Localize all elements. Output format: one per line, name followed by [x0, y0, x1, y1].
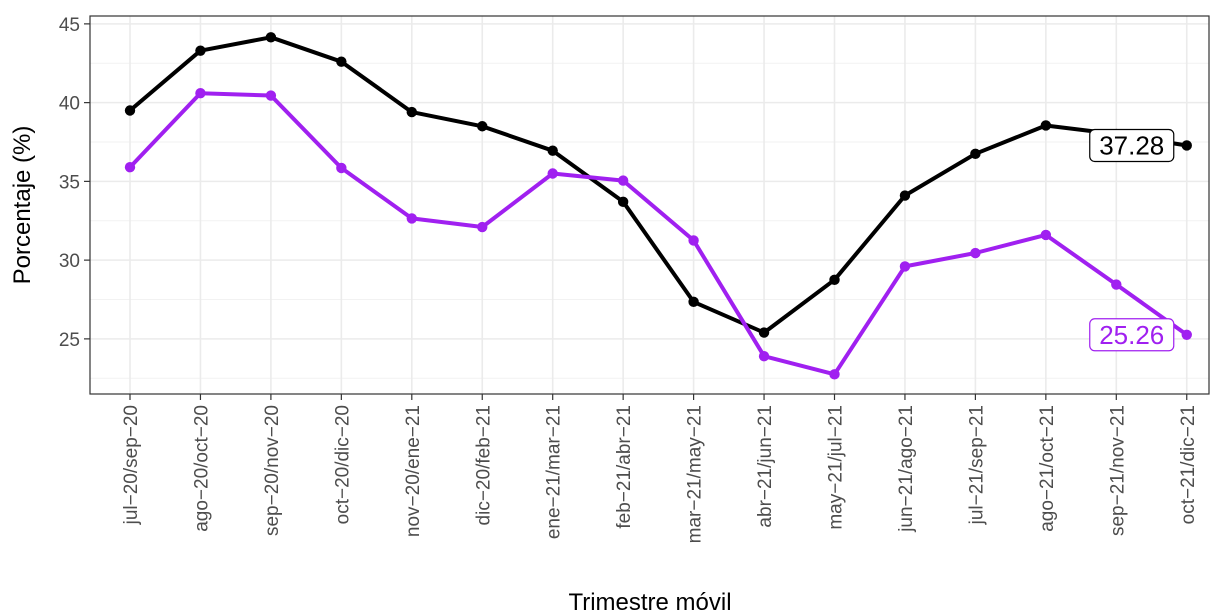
data-point — [124, 105, 136, 116]
y-axis-title: Porcentaje (%) — [9, 126, 36, 285]
end-label-text: 25.26 — [1099, 320, 1164, 350]
x-tick-label: abr−21/jun−21 — [755, 405, 776, 528]
x-tick-label: jul−20/sep−20 — [121, 405, 142, 525]
data-point — [547, 168, 558, 179]
data-point — [758, 351, 770, 362]
data-point — [336, 56, 347, 67]
x-tick-label: feb−21/abr−21 — [614, 405, 635, 529]
x-tick-label: dic−20/feb−21 — [473, 405, 494, 525]
data-point — [406, 106, 417, 118]
data-point — [477, 121, 488, 132]
end-value-label: 37.28 — [1089, 128, 1175, 163]
y-tick-label: 35 — [59, 172, 80, 193]
x-axis: jul−20/sep−20 ago−20/oct−20 sep−20/nov−20 o… — [121, 394, 1199, 543]
data-point — [688, 296, 699, 308]
data-point — [195, 45, 206, 56]
data-point — [899, 261, 911, 272]
data-point — [1181, 329, 1192, 340]
x-tick-label: oct−20/dic−20 — [332, 405, 353, 524]
data-point — [477, 221, 488, 233]
end-label-box — [1089, 128, 1175, 163]
plot-panel-border — [89, 15, 1210, 395]
data-point — [1111, 279, 1122, 290]
x-tick-label: ago−20/oct−20 — [191, 405, 212, 532]
data-point — [970, 148, 981, 160]
data-point — [688, 235, 699, 246]
data-point — [1040, 120, 1052, 131]
data-point — [195, 87, 206, 99]
data-point — [899, 190, 911, 201]
y-tick-label: 40 — [59, 94, 80, 115]
data-point — [1181, 140, 1192, 151]
data-point — [265, 32, 277, 43]
x-tick-label: mar−21/may−21 — [685, 405, 706, 543]
series-layer — [124, 32, 1192, 380]
data-point — [265, 90, 277, 101]
x-tick-label: jul−21/sep−21 — [966, 405, 987, 525]
series-line — [128, 91, 1189, 377]
y-tick-label: 30 — [59, 251, 80, 272]
end-labels-layer: 37.28 25.26 — [1089, 128, 1175, 352]
x-tick-label: sep−20/nov−20 — [262, 405, 283, 536]
x-tick-label: may−21/jul−21 — [826, 405, 847, 530]
x-tick-label: nov−20/ene−21 — [403, 405, 424, 537]
y-tick-label: 25 — [59, 330, 80, 351]
data-point — [336, 162, 347, 174]
series-line — [128, 35, 1189, 335]
data-point — [617, 175, 629, 186]
end-value-label: 25.26 — [1089, 318, 1175, 352]
y-axis: 25 30 35 40 45 — [59, 15, 90, 351]
data-point — [829, 369, 840, 380]
y-tick-label: 45 — [59, 15, 80, 36]
data-point — [1040, 229, 1052, 241]
x-tick-label: sep−21/nov−21 — [1107, 405, 1128, 536]
minor-gridlines — [90, 62, 1209, 379]
data-point — [758, 327, 770, 338]
x-tick-label: ago−21/oct−21 — [1037, 405, 1058, 532]
end-label-text: 37.28 — [1099, 130, 1164, 160]
data-point — [406, 213, 417, 224]
x-axis-title: Trimestre móvil — [568, 589, 731, 616]
data-point — [829, 274, 840, 286]
data-point — [617, 196, 629, 208]
data-point — [124, 162, 136, 173]
x-tick-label: oct−21/dic−21 — [1178, 405, 1199, 524]
x-tick-label: ene−21/mar−21 — [544, 405, 565, 539]
data-point — [970, 247, 981, 259]
x-tick-label: jun−21/ago−21 — [896, 405, 917, 533]
end-label-box — [1089, 318, 1175, 352]
data-point — [547, 145, 558, 156]
